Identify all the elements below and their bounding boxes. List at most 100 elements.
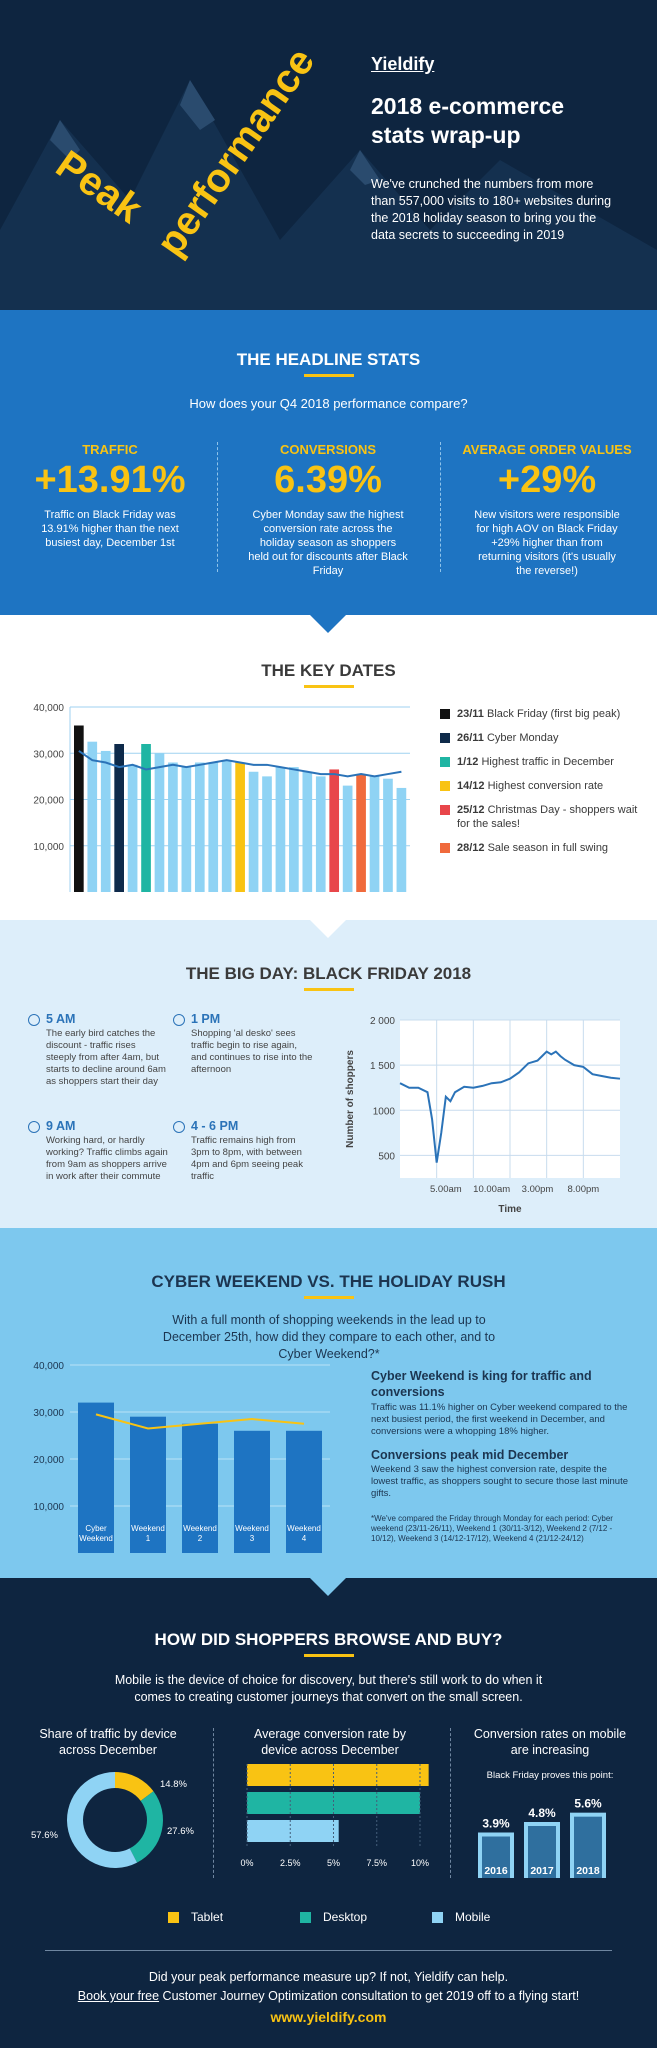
bar	[87, 741, 98, 892]
brand-logo: Yieldify	[371, 54, 435, 74]
timeline-text: Working hard, or hardly working? Traffic…	[46, 1135, 168, 1182]
bar	[74, 725, 84, 892]
website-link[interactable]: www.yieldify.com	[270, 2009, 387, 2025]
bar-inner	[482, 1836, 510, 1878]
insight-heading: Cyber Weekend is king for traffic and co…	[371, 1369, 592, 1399]
col1-title: Share of traffic by device across Decemb…	[39, 1727, 177, 1757]
cyber-intro: With a full month of shopping weekends i…	[162, 1313, 496, 1361]
bar	[286, 1430, 322, 1553]
bar	[130, 1416, 166, 1553]
bar	[342, 785, 353, 892]
timeline-text: Shopping 'al desko' sees traffic begin t…	[191, 1028, 313, 1075]
big-day-section: THE BIG DAY: BLACK FRIDAY 2018 5 AM The e…	[0, 920, 657, 1228]
bar-label: 4	[302, 1534, 307, 1543]
legend-text: 28/12 Sale season in full swing	[457, 841, 608, 855]
device-share-donut: 14.8% 27.6% 57.6%	[31, 1772, 194, 1868]
legend-item: 14/12 Highest conversion rate	[440, 779, 650, 793]
legend-item: 23/11 Black Friday (first big peak)	[440, 707, 650, 721]
section-arrow	[310, 615, 346, 633]
col2-title: Average conversion rate by device across…	[254, 1727, 406, 1757]
bar	[247, 1820, 339, 1842]
title-underline	[304, 374, 354, 377]
legend-label: Highest conversion rate	[487, 780, 604, 792]
x-tick-label: 5%	[327, 1858, 340, 1868]
hero-title: 2018 e-commerce stats wrap-up	[371, 93, 565, 148]
divider	[217, 442, 218, 572]
col3-subtitle: Black Friday proves this point:	[486, 1770, 614, 1781]
mountains-illustration	[0, 80, 657, 310]
timeline-text: Traffic remains high from 3pm to 8pm, wi…	[191, 1135, 303, 1182]
conversion-line	[95, 1413, 305, 1430]
legend-item: 1/12 Highest traffic in December	[440, 755, 650, 769]
legend-label: Cyber Monday	[486, 732, 559, 744]
bar	[275, 767, 286, 892]
bar-label: Weekend	[79, 1534, 113, 1543]
legend-swatch	[440, 757, 450, 767]
bar-label: 2	[198, 1534, 203, 1543]
clock-icon	[28, 1121, 40, 1133]
legend-item: Mobile	[432, 1910, 490, 1924]
y-tick-label: 40,000	[33, 1361, 64, 1372]
footer-line1: Did your peak performance measure up? If…	[148, 1970, 509, 1984]
y-tick-label: 1 500	[370, 1061, 395, 1072]
bar-year: 2017	[530, 1865, 554, 1877]
legend-item: 25/12 Christmas Day - shoppers wait for …	[440, 803, 650, 831]
timeline-item: 5 AM The early bird catches the discount …	[28, 1012, 168, 1088]
insight-heading: Conversions peak mid December	[371, 1448, 569, 1462]
stat-value: +29%	[497, 459, 597, 501]
bar	[289, 767, 299, 892]
title-underline	[304, 1654, 354, 1657]
hero-intro: We've crunched the numbers from more tha…	[371, 177, 612, 242]
bar	[369, 776, 380, 892]
bar	[154, 753, 165, 892]
stat-label: TRAFFIC	[82, 442, 138, 457]
y-tick-label: 500	[378, 1151, 395, 1162]
legend-date: 23/11	[457, 708, 487, 720]
section-title: CYBER WEEKEND VS. THE HOLIDAY RUSH	[151, 1272, 506, 1291]
legend-swatch	[440, 733, 450, 743]
bar	[181, 767, 192, 892]
bar	[235, 762, 245, 892]
legend-swatch	[432, 1911, 443, 1923]
bar-year: 2018	[576, 1865, 600, 1877]
stat-label: CONVERSIONS	[279, 442, 377, 457]
bar-label: 3	[250, 1534, 255, 1543]
bar-inner	[574, 1816, 602, 1878]
bar	[78, 1402, 114, 1553]
stat-value: +13.91%	[34, 459, 186, 501]
timeline-time: 5 AM	[46, 1012, 76, 1026]
legend-swatch	[440, 709, 450, 719]
bar	[127, 764, 138, 892]
key-dates-chart: 10,000 20,000 30,000 40,000	[33, 703, 410, 892]
x-axis-label: Time	[498, 1204, 522, 1215]
bar-year: 2016	[484, 1865, 508, 1877]
bar	[247, 1764, 429, 1786]
bar	[302, 771, 313, 892]
bar-value: 4.8%	[528, 1806, 556, 1820]
timeline-item: 4 - 6 PM Traffic remains high from 3pm to…	[173, 1119, 313, 1183]
cyber-section: CYBER WEEKEND VS. THE HOLIDAY RUSH With …	[0, 1228, 657, 1596]
timeline-text: The early bird catches the discount - tr…	[46, 1028, 166, 1087]
clock-icon	[173, 1121, 185, 1133]
slice-label: 57.6%	[31, 1830, 58, 1841]
legend-text: 23/11 Black Friday (first big peak)	[457, 707, 620, 721]
legend-date: 25/12	[457, 804, 488, 816]
insight-text: Traffic was 11.1% higher on Cyber weeken…	[371, 1402, 628, 1437]
y-tick-label: 30,000	[33, 749, 64, 760]
legend-swatch	[440, 843, 450, 853]
black-friday-chart: 500 1000 1 500 2 000 5.00am 10.00am 3.00pm 8.00…	[345, 1016, 621, 1215]
stat-value: 6.39%	[274, 459, 382, 501]
divider	[440, 442, 441, 572]
mobile-conversion-chart: 3.9% 2016 4.8% 2017 5.6% 2018	[478, 1797, 606, 1878]
book-consultation-link[interactable]: Book your free	[77, 1989, 160, 2003]
hero-section: Peak performance Yieldify 2018 e-commerc…	[0, 0, 657, 310]
legend-date: 1/12	[457, 756, 482, 768]
x-tick-label: 10.00am	[473, 1184, 510, 1195]
timeline-time: 9 AM	[46, 1119, 76, 1133]
browse-intro: Mobile is the device of choice for disco…	[114, 1673, 543, 1704]
legend-label: Highest traffic in December	[481, 756, 614, 768]
donut-slice	[66, 1772, 138, 1868]
bar	[248, 771, 259, 892]
x-tick-label: 7.5%	[366, 1858, 387, 1868]
legend-swatch	[440, 781, 450, 791]
